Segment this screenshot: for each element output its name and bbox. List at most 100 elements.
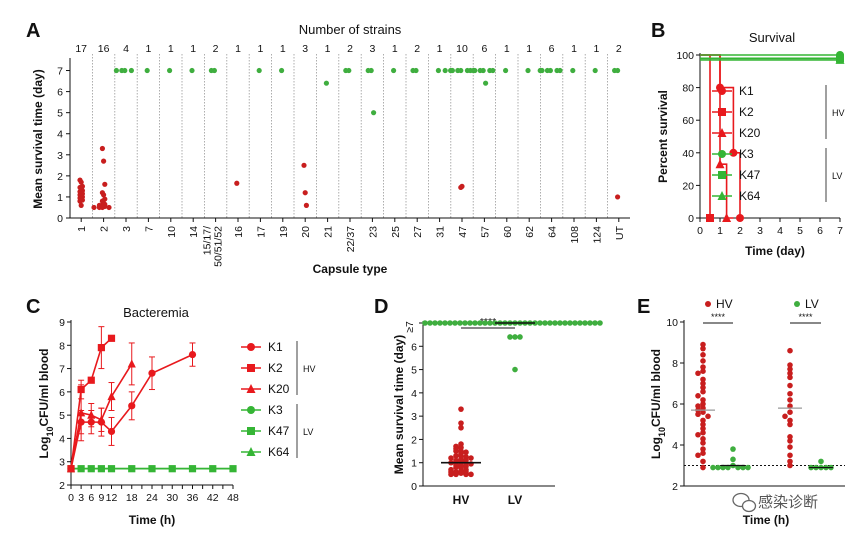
panel-a-x-tick-label: 50/51/52: [213, 226, 225, 267]
wechat-icon: [732, 492, 757, 513]
panel-e-y-tick-label: 10: [666, 317, 678, 329]
panel-c-x-tick-label: 24: [146, 492, 158, 504]
panel-a-point: [448, 67, 454, 74]
panel-c-marker-k2: [97, 344, 105, 352]
panel-c-marker-k1: [148, 369, 156, 377]
panel-c-title: Bacteremia: [123, 305, 190, 320]
panel-b-y-tick-label: 0: [688, 213, 694, 225]
panel-a-x-label-group: 22/37: [345, 226, 357, 252]
panel-a-point: [557, 67, 563, 74]
panel-e-point: [787, 421, 793, 428]
panel-e-point: [700, 458, 706, 465]
panel-c-legend-label: K20: [268, 382, 290, 396]
panel-a-strain-count: 1: [190, 43, 196, 55]
panel-a-y-axis-title: Mean survival time (day): [31, 69, 45, 208]
panel-e-point: [700, 364, 706, 370]
panel-a-x-tick-label: 62: [524, 226, 536, 238]
panel-b-lv-label: LV: [832, 171, 842, 181]
panel-a-point: [302, 190, 308, 196]
panel-a-x-label-group: UT: [614, 225, 626, 240]
panel-d-point: [472, 320, 478, 326]
panel-a-strain-count: 1: [145, 43, 151, 55]
panel-d-point: [542, 320, 548, 326]
panel-a-strain-count: 1: [325, 43, 331, 55]
panel-d-point: [562, 320, 568, 326]
panel-d-point: [453, 448, 459, 454]
panel-b-legend-label: K2: [739, 105, 754, 119]
panel-a-x-label-group: 10: [166, 226, 178, 238]
panel-a-point: [106, 204, 112, 211]
panel-b-x-tick-label: 6: [817, 225, 823, 237]
panel-c-legend-marker: [247, 364, 255, 372]
panel-e-point: [705, 413, 711, 420]
watermark-text: 感染诊断: [758, 494, 818, 511]
panel-e-point: [720, 464, 726, 471]
panel-d-point: [512, 366, 518, 373]
panel-e-legend-hv-label: HV: [716, 297, 733, 311]
panel-e-point: [700, 464, 706, 471]
panel-e-point: [695, 411, 701, 418]
panel-b-y-tick-label: 60: [682, 115, 694, 127]
panel-e-point: [700, 397, 706, 403]
panel-a-point: [410, 67, 416, 74]
panel-c-x-tick-label: 0: [68, 492, 74, 504]
panel-e-point: [787, 362, 793, 368]
panel-b-legend-marker: [717, 128, 727, 137]
panel-e-point: [787, 434, 793, 440]
panel-e-point: [700, 429, 706, 436]
panel-a-point: [455, 67, 461, 74]
panel-a-y-tick-label: 7: [57, 66, 63, 78]
panel-d-point: [567, 320, 573, 326]
panel-c-y-tick-label: 7: [59, 364, 65, 376]
panel-d-point: [487, 320, 493, 326]
panel-a-strain-count: 1: [526, 43, 532, 55]
panel-b-marker-k20: [722, 213, 732, 222]
panel-c-y-tick-label: 2: [59, 480, 65, 492]
panel-e-point: [700, 446, 706, 452]
panel-d-point: [592, 320, 598, 326]
panel-e-point: [700, 405, 706, 411]
panel-a-y-tick-label: 6: [57, 87, 63, 99]
panel-b-survival-line-k2: [700, 54, 711, 218]
panel-a-point: [101, 158, 107, 164]
panel-a-point: [99, 145, 105, 152]
panel-c-marker-k2: [87, 376, 95, 384]
panel-c-x-tick-label: 36: [187, 492, 199, 504]
panel-d-point: [587, 320, 593, 326]
panel-a-strain-count: 1: [437, 43, 443, 55]
panel-a-x-label-group: 108: [569, 226, 581, 244]
panel-a-point: [77, 198, 83, 204]
panel-c-x-tick-label: 30: [166, 492, 178, 504]
panel-a-point: [78, 202, 84, 208]
panel-a-point: [592, 67, 598, 74]
panel-b-legend-label: K64: [739, 189, 761, 203]
panel-d-y-title-group: Mean survival time (day): [392, 335, 406, 474]
panel-a-point: [256, 67, 262, 74]
panel-c-marker-k20: [77, 408, 86, 417]
panel-c-marker-k20: [97, 415, 106, 424]
panel-a-top-title: Number of strains: [299, 22, 402, 37]
panel-b-y-tick-label: 80: [682, 83, 694, 95]
panel-a-x-label-group: 27: [412, 226, 424, 238]
panel-c-hv-label: HV: [303, 364, 316, 374]
panel-a-x-tick-label: 64: [547, 226, 559, 238]
panel-b-survival-line-k20: [700, 54, 734, 219]
panel-e-y-title-group: Log10CFU/ml blood: [649, 349, 667, 459]
panel-label-b: B: [651, 20, 665, 42]
panel-a-x-tick-label: 3: [121, 226, 133, 232]
panel-a-point: [301, 162, 307, 168]
panel-e-point: [730, 456, 736, 463]
panel-d-point: [582, 320, 588, 326]
panel-a-strain-count: 1: [257, 43, 263, 55]
panel-d-y-axis-title: Mean survival time (day): [392, 335, 406, 474]
panel-a-strain-count: 1: [571, 43, 577, 55]
panel-a-point: [612, 67, 618, 74]
panel-d-y-tick-label: 1: [411, 458, 417, 470]
panel-a-point: [208, 67, 214, 74]
panel-a-point: [101, 192, 107, 198]
panel-b-x-tick-label: 7: [837, 225, 843, 237]
panel-b-x-tick-label: 3: [757, 225, 763, 237]
panel-a-point: [119, 67, 125, 74]
panel-a-x-tick-label: 20: [300, 226, 312, 238]
